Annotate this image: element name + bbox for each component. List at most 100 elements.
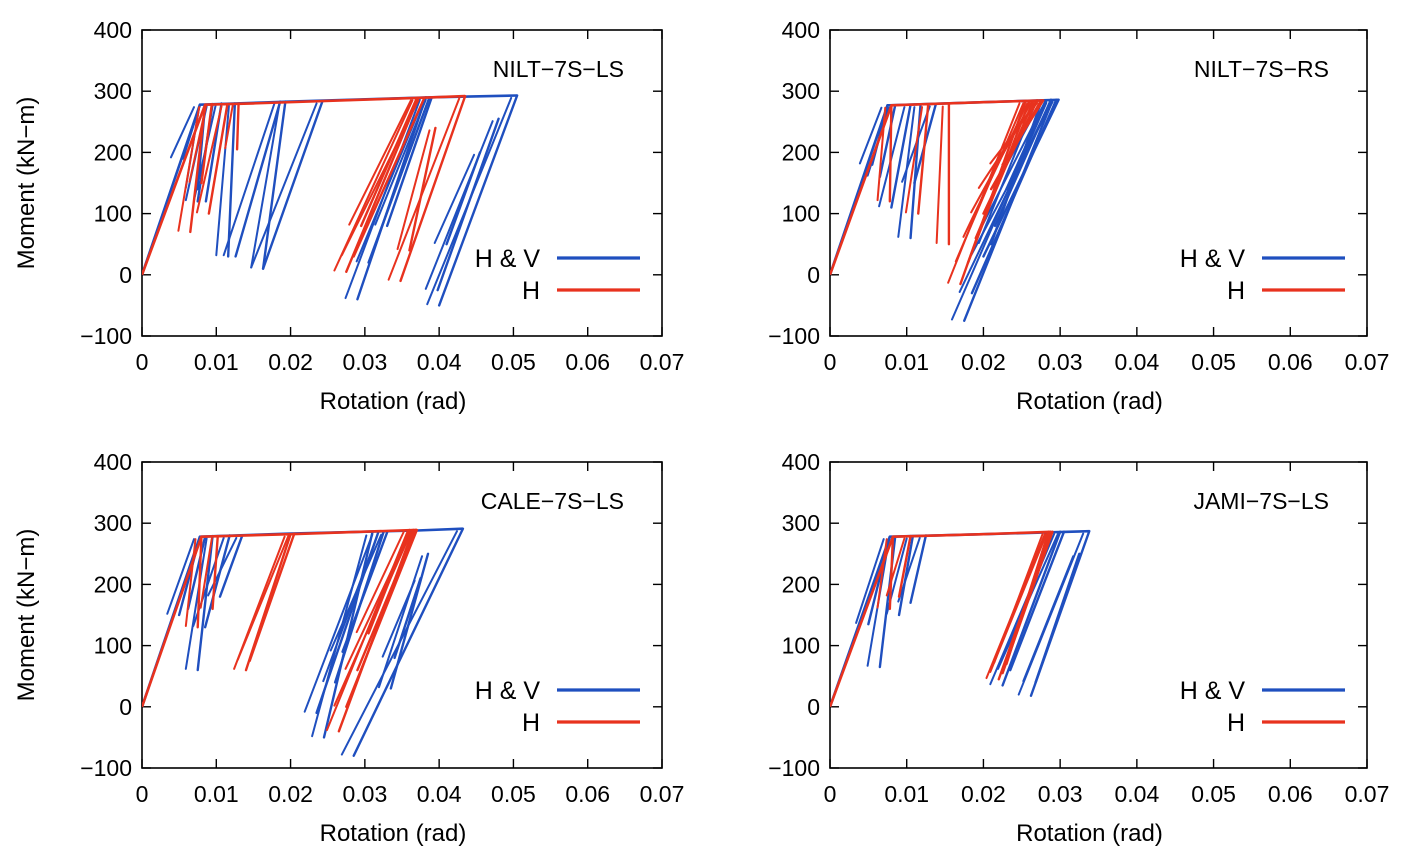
y-tick-label: 100 bbox=[94, 633, 132, 659]
unloading-branch bbox=[169, 106, 195, 159]
legend-label: H & V bbox=[475, 677, 541, 705]
unloading-branch bbox=[211, 534, 219, 611]
unloading-branch bbox=[396, 129, 431, 251]
unloading-branch bbox=[989, 99, 1043, 246]
unloading-branch bbox=[250, 103, 281, 269]
series-backbone-line bbox=[142, 528, 417, 708]
legend-label: H & V bbox=[1180, 245, 1246, 273]
unloading-branch bbox=[348, 99, 412, 226]
unloading-branch bbox=[207, 102, 229, 215]
unloading-branch bbox=[234, 100, 282, 258]
unloading-branch bbox=[888, 535, 895, 611]
unloading-branch bbox=[196, 535, 203, 629]
y-tick-label: 200 bbox=[94, 571, 132, 597]
unloading-branch bbox=[445, 151, 482, 246]
y-tick-label: 300 bbox=[94, 78, 132, 104]
unloading-branch bbox=[878, 104, 897, 179]
unloading-branch bbox=[222, 103, 276, 257]
unloading-branch bbox=[367, 96, 431, 264]
x-tick-label: 0.04 bbox=[417, 349, 462, 375]
unloading-branch bbox=[195, 105, 223, 214]
x-tick-label: 0.07 bbox=[640, 781, 685, 807]
unloading-branch bbox=[855, 538, 885, 624]
unloading-branch bbox=[359, 96, 419, 228]
unloading-branch bbox=[235, 102, 240, 151]
x-tick-label: 0.01 bbox=[194, 781, 239, 807]
y-tick-label: −100 bbox=[768, 755, 820, 781]
series-h bbox=[830, 530, 1054, 708]
y-tick-label: 400 bbox=[782, 17, 820, 43]
unloading-branch bbox=[876, 106, 887, 202]
unloading-branch bbox=[393, 577, 422, 660]
series-h-and-v bbox=[142, 94, 519, 307]
x-tick-label: 0.04 bbox=[417, 781, 462, 807]
unloading-branch bbox=[408, 126, 437, 252]
series-h-and-v bbox=[830, 98, 1060, 322]
unloading-branch bbox=[367, 528, 411, 635]
unloading-branch bbox=[1034, 552, 1081, 684]
unloading-branch bbox=[1005, 530, 1050, 666]
x-tick-label: 0.02 bbox=[961, 781, 1006, 807]
series-h bbox=[830, 99, 1045, 286]
x-axis-label: Rotation (rad) bbox=[1016, 820, 1163, 847]
x-tick-label: 0.02 bbox=[961, 349, 1006, 375]
unloading-branch bbox=[188, 105, 207, 183]
x-tick-label: 0.06 bbox=[1268, 781, 1313, 807]
unloading-branch bbox=[904, 106, 924, 214]
y-tick-label: 400 bbox=[94, 449, 132, 475]
y-tick-label: 200 bbox=[782, 139, 820, 165]
unloading-branch bbox=[989, 101, 1039, 165]
unloading-branch bbox=[374, 98, 427, 226]
x-tick-label: 0.05 bbox=[491, 781, 536, 807]
unloading-branch bbox=[166, 538, 195, 615]
y-tick-label: 0 bbox=[807, 694, 820, 720]
y-tick-label: 100 bbox=[94, 201, 132, 227]
x-tick-label: 0.07 bbox=[1345, 349, 1390, 375]
chart-panel-4: 0 0.01 0.02 0.03 0.04 0.05 0.06 0.07 400 300 200 10… bbox=[768, 449, 1389, 847]
plot-frame bbox=[141, 29, 663, 337]
unloading-branch bbox=[436, 117, 500, 292]
plot-frame bbox=[829, 29, 1368, 337]
unloading-branch bbox=[1001, 530, 1062, 687]
unloading-branch bbox=[322, 533, 379, 683]
unloading-branch bbox=[993, 533, 1044, 664]
unloading-branch bbox=[876, 538, 888, 609]
legend-label: H bbox=[1227, 277, 1245, 305]
unloading-branch bbox=[196, 534, 214, 672]
unloading-branch bbox=[387, 97, 461, 281]
series-h bbox=[142, 528, 419, 733]
y-tick-label: −100 bbox=[80, 323, 132, 349]
x-axis-label: Rotation (rad) bbox=[320, 820, 467, 847]
unloading-branch bbox=[885, 537, 906, 597]
unloading-branch bbox=[377, 555, 424, 689]
legend-label: H bbox=[522, 709, 540, 737]
unloading-branch bbox=[897, 536, 921, 603]
unloading-branch bbox=[203, 534, 231, 629]
x-tick-label: 0.03 bbox=[1038, 349, 1083, 375]
chart-panel-1: 0 0.01 0.02 0.03 0.04 0.05 0.06 0.07 400 300 200 10… bbox=[13, 17, 684, 415]
unloading-branch bbox=[890, 103, 912, 209]
x-tick-label: 0.05 bbox=[1191, 781, 1236, 807]
panel-title: CALE−7S−LS bbox=[481, 488, 624, 514]
x-tick-label: 0.06 bbox=[565, 781, 610, 807]
unloading-branch bbox=[389, 552, 430, 690]
y-tick-label: −100 bbox=[768, 323, 820, 349]
unloading-branch bbox=[888, 104, 893, 203]
unloading-branch bbox=[184, 538, 197, 628]
x-tick-label: 0.05 bbox=[491, 349, 536, 375]
panel-title: NILT−7S−LS bbox=[493, 56, 624, 82]
x-tick-label: 0.01 bbox=[884, 781, 929, 807]
y-tick-label: 200 bbox=[782, 571, 820, 597]
x-axis-label: Rotation (rad) bbox=[1016, 388, 1163, 415]
unloading-branch bbox=[261, 99, 324, 270]
x-tick-label: 0.03 bbox=[342, 349, 387, 375]
series-backbone-line bbox=[142, 94, 466, 276]
unloading-branch bbox=[1009, 530, 1066, 672]
y-tick-label: 300 bbox=[782, 510, 820, 536]
unloading-branch bbox=[345, 528, 419, 708]
legend-label: H bbox=[522, 277, 540, 305]
unloading-branch bbox=[897, 534, 912, 598]
plot-frame bbox=[141, 461, 663, 769]
unloading-branch bbox=[917, 103, 930, 215]
